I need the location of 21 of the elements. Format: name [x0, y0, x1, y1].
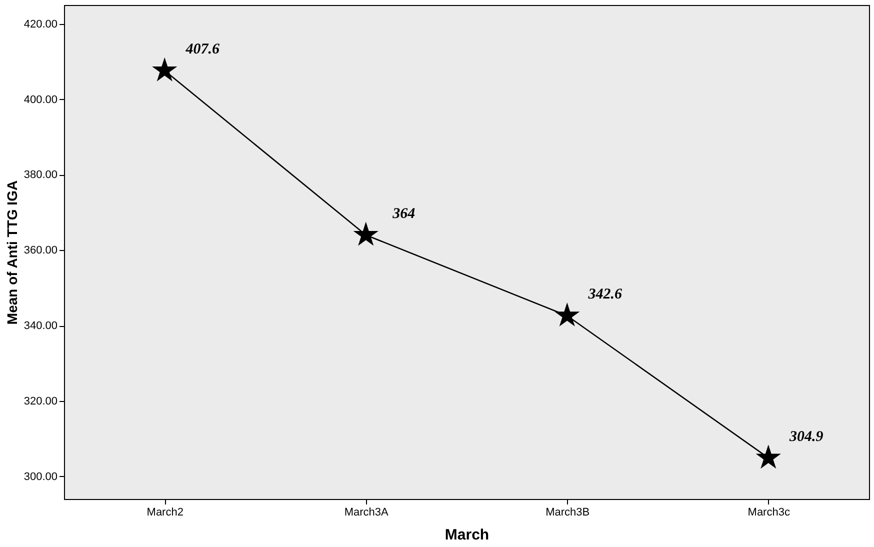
- x-tick-label: March3A: [344, 506, 390, 518]
- y-tick-label: 300.00: [24, 470, 58, 483]
- y-tick-label: 320.00: [24, 395, 58, 408]
- y-axis-title: Mean of Anti TTG IGA: [4, 180, 20, 325]
- y-tick-label: 340.00: [24, 320, 58, 332]
- y-tick-label: 360.00: [24, 244, 58, 257]
- x-tick-label: March3c: [748, 506, 790, 518]
- x-axis-title: March: [444, 526, 490, 544]
- point: [353, 222, 378, 246]
- y-tick-label: 400.00: [24, 94, 58, 106]
- point: [152, 57, 178, 82]
- y-tick-label: 380.00: [24, 169, 58, 182]
- data-label: 407.6: [184, 42, 220, 58]
- data-label: 342.6: [587, 286, 622, 303]
- point: [554, 302, 580, 326]
- data-label: 364: [392, 206, 416, 222]
- y-tick-label: 420.00: [24, 18, 58, 30]
- x-tick-label: March2: [146, 506, 184, 518]
- point: [756, 444, 781, 469]
- data-label: 304.9: [788, 428, 824, 445]
- x-tick-label: March3B: [546, 506, 590, 518]
